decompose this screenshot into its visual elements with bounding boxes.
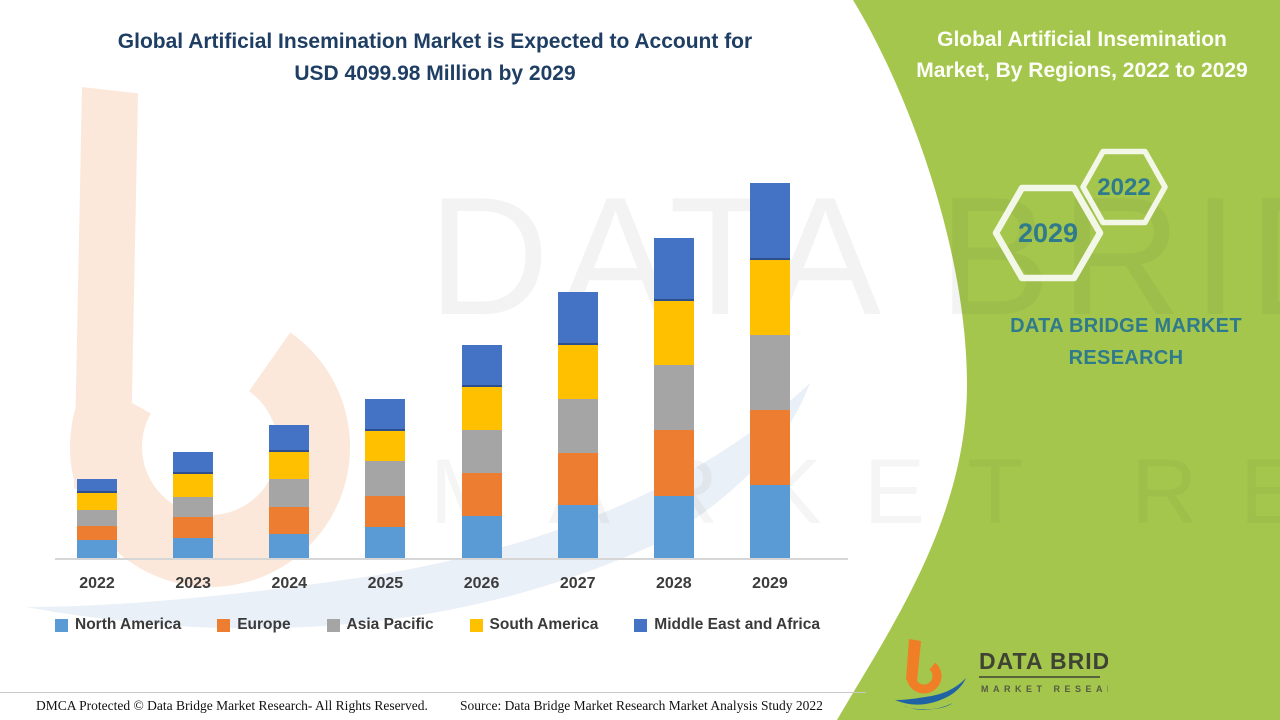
x-axis-label-2024: 2024 <box>271 575 308 592</box>
logo-subtext: MARKET RESEARCH <box>981 684 1108 694</box>
bar-segment-2022-north-america <box>77 540 117 559</box>
logo-wordmark: DATA BRIDGE <box>979 648 1108 674</box>
legend-swatch <box>217 618 231 632</box>
bar-segment-2028-europe <box>653 429 694 496</box>
bar-column-2029 <box>749 183 790 559</box>
legend-label: Middle East and Africa <box>654 616 820 633</box>
chart-legend: North America Europe Asia Pacific South Ame… <box>55 616 820 634</box>
bar-segment-2026-north-america <box>461 516 502 559</box>
bar-column-2024 <box>269 425 310 559</box>
bar-segment-2028-north-america <box>653 495 694 559</box>
hexagon-2022-label: 2022 <box>1097 174 1150 201</box>
bar-segment-2022-asia-pacific <box>77 510 117 526</box>
bar-segment-2026-south-america <box>461 387 502 431</box>
legend-item-middle-east-and-africa: Middle East and Africa <box>634 616 820 634</box>
legend-label: North America <box>75 616 182 633</box>
legend-swatch <box>634 618 648 632</box>
x-axis-label-2029: 2029 <box>752 575 788 592</box>
bar-segment-2027-asia-pacific <box>557 398 598 454</box>
bar-segment-2029-middle-east-and-africa <box>749 183 790 260</box>
x-axis-label-2026: 2026 <box>463 575 500 592</box>
legend-label: Asia Pacific <box>346 616 434 633</box>
brand-text: DATA BRIDGE MARKET RESEARCH <box>1010 315 1242 369</box>
panel-title-line2: Market, By Regions, 2022 to 2029 <box>916 59 1248 82</box>
bar-segment-2028-south-america <box>653 300 694 365</box>
footer-source: Source: Data Bridge Market Research Mark… <box>460 698 823 713</box>
bar-segment-2026-middle-east-and-africa <box>461 345 502 388</box>
footer-dmca: DMCA Protected © Data Bridge Market Rese… <box>36 698 428 713</box>
x-axis-label-2025: 2025 <box>367 575 404 592</box>
footer-divider <box>0 692 866 693</box>
bar-segment-2023-north-america <box>173 537 214 559</box>
legend-item-south-america: South America <box>469 616 599 634</box>
bar-column-2027 <box>557 291 598 559</box>
bar-segment-2022-south-america <box>77 493 117 511</box>
bar-column-2023 <box>173 452 214 559</box>
bar-segment-2027-europe <box>557 453 598 505</box>
bar-segment-2027-south-america <box>557 344 598 399</box>
bar-segment-2029-south-america <box>749 259 790 335</box>
bar-segment-2026-asia-pacific <box>461 430 502 474</box>
bar-column-2025 <box>365 398 406 559</box>
chart-title: Global Artificial Insemination Market is… <box>40 26 830 90</box>
bar-column-2022 <box>77 479 117 559</box>
x-axis-line <box>55 558 848 560</box>
bar-segment-2029-north-america <box>749 484 790 559</box>
legend-label: Europe <box>237 616 291 633</box>
legend-swatch <box>55 618 68 632</box>
panel-title: Global Artificial Insemination Market, B… <box>890 24 1274 86</box>
x-axis-label-2023: 2023 <box>175 575 211 592</box>
bar-segment-2027-middle-east-and-africa <box>557 291 598 345</box>
bar-segment-2025-asia-pacific <box>365 461 406 496</box>
data-bridge-logo: DATA BRIDGE MARKET RESEARCH <box>895 639 1108 710</box>
bar-segment-2025-europe <box>365 495 406 527</box>
bar-segment-2025-north-america <box>365 526 406 559</box>
bar-segment-2023-south-america <box>173 473 214 497</box>
bar-segment-2023-europe <box>173 516 214 538</box>
legend-item-europe: Europe <box>217 616 291 634</box>
bar-segment-2025-south-america <box>365 430 406 462</box>
legend-label: South America <box>489 616 599 633</box>
legend-item-north-america: North America <box>55 616 181 634</box>
legend-swatch <box>326 618 340 632</box>
legend-item-asia-pacific: Asia Pacific <box>326 616 434 634</box>
panel-title-line1: Global Artificial Insemination <box>937 28 1227 51</box>
logo-b-mark <box>895 639 966 710</box>
hexagon-2029-label: 2029 <box>1018 218 1078 248</box>
chart-title-line1: Global Artificial Insemination Market is… <box>117 30 753 53</box>
bar-segment-2023-middle-east-and-africa <box>173 452 214 474</box>
hexagon-2029 <box>992 184 1104 282</box>
hexagon-2022 <box>1080 148 1168 226</box>
bar-segment-2024-north-america <box>269 534 310 559</box>
bar-segment-2023-asia-pacific <box>173 496 214 517</box>
legend-swatch <box>469 618 483 632</box>
bar-segment-2025-middle-east-and-africa <box>365 398 406 431</box>
bar-segment-2026-europe <box>461 473 502 517</box>
bar-segment-2024-europe <box>269 506 310 535</box>
x-axis-label-2028: 2028 <box>656 575 692 592</box>
x-axis-label-2022: 2022 <box>79 575 115 592</box>
bar-segment-2028-middle-east-and-africa <box>653 237 694 301</box>
bar-segment-2024-south-america <box>269 451 310 480</box>
bar-segment-2029-asia-pacific <box>749 334 790 410</box>
bar-segment-2027-north-america <box>557 504 598 559</box>
x-axis-label-2027: 2027 <box>559 575 596 592</box>
bar-segment-2022-europe <box>77 525 117 541</box>
bar-segment-2029-europe <box>749 409 790 485</box>
bar-segment-2022-middle-east-and-africa <box>77 479 117 494</box>
bar-segment-2024-middle-east-and-africa <box>269 425 310 452</box>
bar-segment-2024-asia-pacific <box>269 479 310 507</box>
chart-title-line2: USD 4099.98 Million by 2029 <box>294 62 576 85</box>
bar-column-2026 <box>461 345 502 559</box>
bar-segment-2028-asia-pacific <box>653 364 694 430</box>
bar-column-2028 <box>653 237 694 559</box>
